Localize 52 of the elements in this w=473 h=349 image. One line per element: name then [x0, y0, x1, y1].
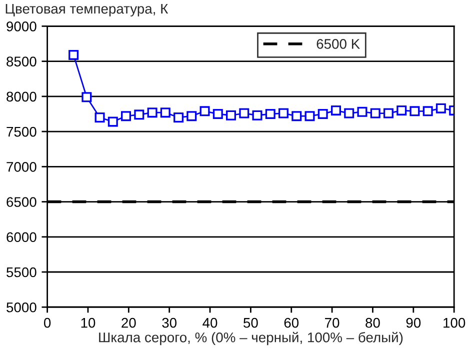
point [134, 110, 144, 120]
point [330, 105, 341, 116]
x-tick-label: 70 [325, 318, 340, 328]
point [108, 116, 118, 127]
x-tick-label: 30 [162, 318, 177, 328]
x-tick-label: 40 [202, 318, 218, 328]
legend-label: 6500 K [316, 39, 360, 49]
point [357, 106, 368, 117]
x-tick-label: 100 [444, 318, 466, 328]
point [436, 103, 446, 114]
y-axis-title: Цветовая температура, К [6, 4, 168, 16]
y-tick-label: 5000 [6, 302, 36, 312]
x-tick-label: 20 [122, 318, 136, 328]
point [160, 108, 170, 118]
y-tick-label: 6500 [6, 197, 36, 207]
y-tick-label: 7000 [6, 162, 36, 172]
point [410, 106, 420, 116]
point [239, 108, 250, 118]
point [370, 108, 380, 118]
y-tick-label: 7500 [6, 126, 36, 137]
point [94, 112, 105, 122]
point [252, 110, 262, 120]
x-tick-label: 80 [366, 318, 380, 328]
point [82, 92, 92, 102]
x-tick-label: 90 [406, 318, 421, 328]
point [121, 111, 132, 122]
x-tick-label: 10 [81, 318, 96, 328]
point [383, 108, 394, 118]
y-tick-label: 8000 [6, 92, 36, 102]
y-tick-label: 9000 [6, 22, 36, 32]
x-axis-title: Шкала серого, % (0% – черный, 100% – белый) [99, 332, 403, 346]
y-tick-label: 8500 [6, 56, 36, 66]
x-tick-label: 50 [244, 318, 258, 328]
point [396, 105, 407, 116]
y-tick-label: 5500 [6, 267, 36, 278]
point [304, 111, 315, 122]
point [292, 111, 302, 122]
point [186, 111, 197, 122]
x-tick-label: 60 [284, 318, 299, 328]
x-tick-label: 0 [44, 318, 51, 328]
y-tick-label: 6000 [6, 232, 36, 242]
point [174, 112, 184, 122]
point [278, 108, 288, 118]
point [147, 108, 158, 118]
point [422, 106, 433, 116]
point [212, 108, 223, 119]
point [265, 108, 276, 119]
point [226, 110, 236, 120]
point [68, 50, 79, 60]
point [318, 108, 328, 119]
point [200, 106, 210, 116]
point [344, 108, 354, 118]
